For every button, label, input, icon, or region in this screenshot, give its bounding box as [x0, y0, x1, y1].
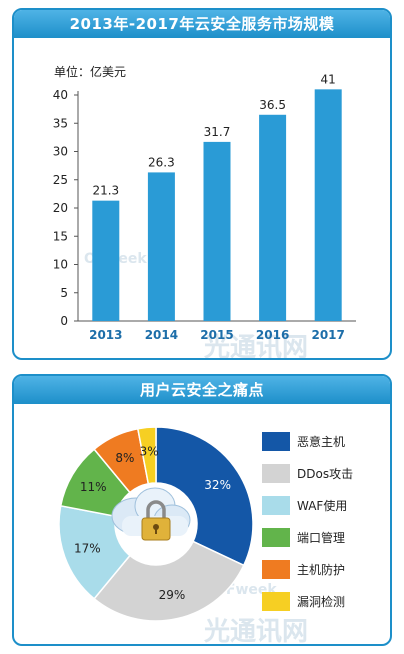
- bar-value-label: 31.7: [204, 125, 231, 139]
- legend-label: 恶意主机: [297, 434, 345, 449]
- legend-label: 主机防护: [297, 562, 345, 577]
- y-tick-label: 20: [53, 201, 68, 215]
- y-tick-label: 30: [53, 145, 68, 159]
- legend-swatch: [262, 528, 290, 547]
- watermark-text: 光通讯网: [203, 617, 308, 644]
- bar-value-label: 36.5: [259, 98, 286, 112]
- pie-slice: [155, 426, 254, 567]
- x-tick-label: 2015: [200, 328, 233, 342]
- bar-value-label: 21.3: [92, 184, 119, 198]
- y-tick-label: 25: [53, 173, 68, 187]
- bar: [314, 89, 342, 321]
- legend-label: WAF使用: [297, 498, 347, 513]
- pie-chart-panel: 用户云安全之痛点 OFweek 光通讯网 32% 29% 17% 11% 8% 3% 恶意…: [12, 374, 392, 646]
- y-tick-label: 35: [53, 116, 68, 130]
- pie-chart-title: 用户云安全之痛点: [14, 376, 390, 404]
- pie-slice-label: 17%: [74, 542, 101, 556]
- pie-slice-label: 8%: [115, 451, 134, 465]
- y-tick-label: 40: [53, 88, 68, 102]
- legend-swatch: [262, 560, 290, 579]
- watermark-text: 光通讯网: [203, 333, 308, 358]
- x-tick-label: 2013: [89, 328, 122, 342]
- x-tick-label: 2016: [256, 328, 289, 342]
- legend-swatch: [262, 496, 290, 515]
- legend-label: 端口管理: [297, 530, 345, 545]
- pie-slice: [136, 426, 157, 485]
- bar: [92, 200, 120, 321]
- pie-slice-label: 32%: [204, 478, 231, 492]
- pie-slice: [93, 540, 245, 622]
- legend-label: DDos攻击: [297, 467, 353, 481]
- bar-chart: OFweek 光通讯网 单位：亿美元 051015202530354021.32…: [53, 64, 356, 358]
- pie-chart: OFweek 光通讯网 32%29%17%11%8% 3% 恶意主机DDos攻击W…: [58, 426, 353, 644]
- y-tick-label: 5: [60, 286, 68, 300]
- y-tick-label: 10: [53, 258, 68, 272]
- bar: [147, 172, 175, 321]
- x-tick-label: 2017: [311, 328, 344, 342]
- y-tick-label: 15: [53, 229, 68, 243]
- pie-slice-label: 3%: [140, 444, 159, 458]
- cloud-lock-icon: [111, 487, 191, 541]
- bar-chart-title: 2013年-2017年云安全服务市场规模: [14, 10, 390, 38]
- pie-slice-label: 29%: [159, 588, 186, 602]
- bar-value-label: 26.3: [148, 155, 175, 169]
- bar-value-label: 41: [321, 72, 336, 86]
- x-tick-label: 2014: [145, 328, 178, 342]
- bar-chart-panel: 2013年-2017年云安全服务市场规模 OFweek 光通讯网 单位：亿美元 …: [12, 8, 392, 360]
- legend-swatch: [262, 464, 290, 483]
- bar: [259, 114, 287, 322]
- y-tick-label: 0: [60, 314, 68, 328]
- unit-label: 单位：亿美元: [54, 64, 126, 79]
- legend-label: 漏洞检测: [297, 594, 345, 609]
- legend-swatch: [262, 432, 290, 451]
- bar: [203, 141, 231, 321]
- pie-slice-label: 11%: [80, 480, 107, 494]
- legend-swatch: [262, 592, 290, 611]
